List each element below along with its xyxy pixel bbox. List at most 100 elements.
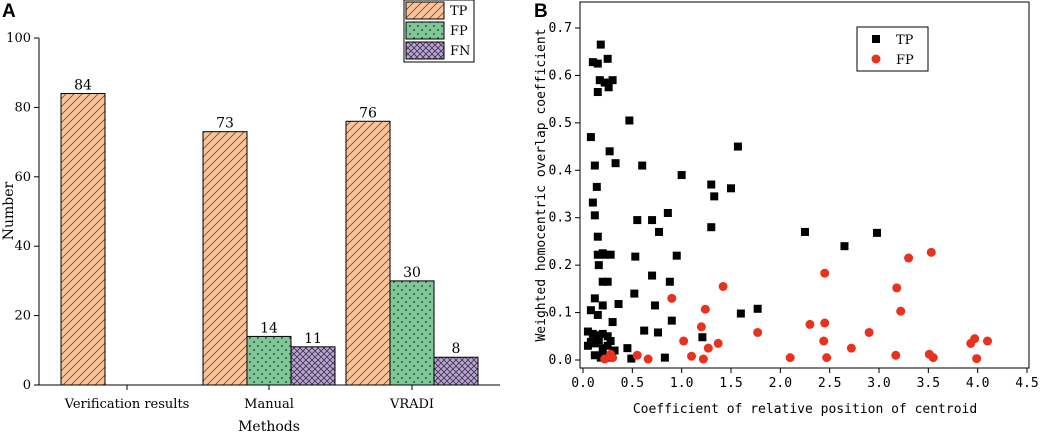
point-tp — [651, 301, 660, 310]
point-tp — [593, 232, 602, 241]
legend-label-fp: FP — [450, 24, 468, 39]
panel-b-y-tick-label: 0.6 — [549, 68, 572, 83]
point-fp — [718, 281, 728, 291]
point-tp — [593, 331, 602, 340]
point-tp — [663, 208, 672, 217]
point-tp — [733, 142, 742, 151]
point-fp — [822, 353, 832, 363]
bar-fn-vradi — [433, 356, 479, 386]
panel-b-y-tick-label: 0.0 — [549, 353, 572, 368]
point-tp — [594, 261, 603, 270]
legend-label-fn: FN — [450, 44, 470, 59]
panel-a-y-tick-label: 100 — [6, 31, 31, 46]
point-fp — [632, 350, 642, 360]
panel-b-y-tick-label: 0.1 — [549, 306, 572, 321]
point-tp — [611, 159, 620, 168]
point-tp — [727, 184, 735, 193]
point-tp — [603, 54, 612, 63]
point-tp — [677, 171, 686, 180]
bar-tp-manual — [202, 131, 248, 386]
point-tp — [598, 277, 607, 286]
point-tp — [623, 344, 632, 353]
panel-a-y-tick-label: 0 — [23, 378, 31, 393]
point-fp — [820, 318, 830, 328]
point-tp — [614, 300, 623, 309]
point-fp — [846, 343, 856, 353]
point-tp — [633, 216, 642, 225]
panel-b-legend-frame — [856, 26, 929, 72]
point-tp — [648, 271, 657, 280]
point-tp — [640, 326, 649, 335]
point-tp — [595, 76, 604, 85]
point-fp — [696, 322, 706, 332]
point-fp — [608, 353, 618, 363]
point-tp — [660, 353, 669, 362]
panel-a-chart: 0 20 40 60 80 100 Verification results Manual V… — [1, 0, 500, 433]
panel-a-letter: A — [2, 1, 16, 22]
legend-swatch-fp — [405, 21, 445, 40]
point-fp — [904, 253, 914, 263]
point-fp — [892, 283, 902, 293]
point-fp — [785, 353, 795, 363]
point-tp — [698, 333, 707, 342]
bar-fp-vradi — [389, 280, 435, 386]
data-label-fn-vradi: 8 — [452, 341, 461, 357]
point-tp — [653, 328, 662, 337]
panel-b-y-tick-label: 0.3 — [549, 211, 572, 226]
point-tp — [603, 341, 612, 350]
legend-label-tp: TP — [450, 4, 468, 19]
panel-b-letter: B — [534, 1, 548, 22]
point-tp — [606, 250, 615, 259]
panel-b-x-tick-label: 4.0 — [966, 376, 989, 391]
point-tp — [753, 304, 762, 313]
data-label-fn-manual: 11 — [304, 331, 322, 347]
point-tp — [598, 329, 607, 338]
point-tp — [665, 277, 674, 286]
bar-fp-manual — [246, 335, 292, 386]
point-fp — [703, 343, 713, 353]
panel-b-x-tick-label: 4.5 — [1015, 376, 1038, 391]
panel-a-x-title: Methods — [238, 419, 300, 433]
point-tp — [631, 252, 640, 261]
point-tp — [654, 227, 663, 236]
legend-label-fp: FP — [896, 53, 914, 68]
panel-a-y-tick-label: 40 — [14, 239, 31, 254]
point-tp — [707, 223, 716, 232]
data-label-tp-manual: 73 — [216, 116, 234, 132]
point-tp — [583, 327, 592, 336]
point-tp — [707, 180, 716, 189]
point-tp — [710, 192, 719, 201]
point-fp — [970, 334, 980, 344]
data-label-fp-vradi: 30 — [403, 265, 421, 281]
legend-label-tp: TP — [896, 33, 914, 48]
point-fp — [820, 268, 830, 278]
panel-b-legend: TP FP — [856, 26, 929, 72]
panel-b-x-tick-label: 0.0 — [571, 376, 594, 391]
panel-b-y-tick-label: 0.5 — [549, 116, 572, 131]
panel-b-x-tick-label: 1.5 — [719, 376, 742, 391]
point-tp — [586, 306, 595, 315]
panel-a-y-tick-label: 80 — [14, 100, 31, 115]
legend-swatch-fn — [405, 41, 445, 60]
panel-b-y-title: Weighted homocentric overlap coefficient — [534, 28, 549, 341]
panel-a-x-tick-label: Manual — [244, 397, 294, 412]
point-tp — [625, 116, 634, 125]
point-fp — [713, 338, 723, 348]
point-fp — [864, 327, 874, 337]
point-tp — [606, 337, 615, 346]
point-tp — [672, 251, 681, 260]
panel-b-y-tick-label: 0.4 — [549, 163, 573, 178]
point-fp — [643, 354, 653, 364]
point-tp — [594, 336, 603, 345]
point-tp — [604, 83, 613, 92]
point-tp — [638, 161, 647, 170]
panel-b-x-tick-label: 0.5 — [621, 376, 644, 391]
point-tp — [593, 250, 602, 259]
panel-b-y-tick-label: 0.7 — [549, 21, 572, 36]
point-tp — [588, 58, 597, 67]
point-fp — [698, 354, 708, 364]
point-tp — [667, 316, 676, 325]
panel-b-chart: 0.0 0.5 1.0 1.5 2.0 2.5 3.0 3.5 4.0 4.5 0.0 0.1 0.2… — [534, 1, 1039, 417]
point-tp — [598, 301, 607, 310]
point-tp — [593, 310, 602, 319]
